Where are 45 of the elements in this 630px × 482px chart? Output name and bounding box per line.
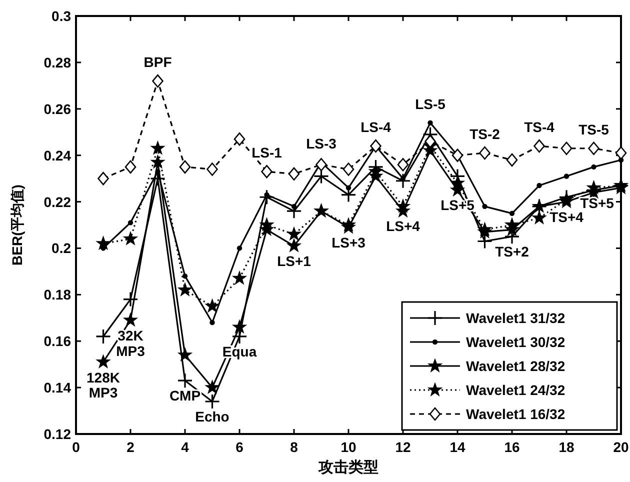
- x-tick-label: 18: [558, 439, 574, 455]
- legend-label: Wavelet1 24/32: [466, 382, 566, 398]
- annotation: LS-5: [415, 96, 446, 112]
- y-tick-label: 0.14: [44, 380, 72, 396]
- x-tick-label: 6: [236, 439, 244, 455]
- annotation: LS+1: [277, 252, 312, 269]
- y-axis-title: BER(平均值): [9, 184, 25, 266]
- annotation: TS-5: [578, 121, 610, 138]
- y-tick-label: 0.3: [52, 8, 72, 24]
- legend-label: Wavelet1 31/32: [466, 310, 566, 326]
- x-tick-label: 14: [450, 439, 466, 455]
- y-tick-label: 0.16: [44, 333, 72, 350]
- legend-label: Wavelet1 28/32: [466, 358, 566, 374]
- annotation: TS+5: [580, 194, 614, 211]
- x-axis-title: 攻击类型: [318, 459, 378, 476]
- annotation: LS-3: [306, 135, 337, 152]
- annotation: LS-4: [360, 119, 392, 136]
- legend-label: Wavelet1 30/32: [466, 334, 566, 350]
- x-tick-label: 10: [340, 439, 356, 455]
- y-tick-label: 0.18: [44, 286, 72, 303]
- annotation: BPF: [144, 54, 172, 70]
- y-tick-label: 0.2: [52, 240, 72, 256]
- annotation: CMP: [169, 388, 201, 404]
- y-tick-label: 0.22: [44, 194, 72, 210]
- annotation: LS+4: [386, 218, 420, 234]
- annotation: LS+3: [332, 234, 366, 250]
- x-tick-label: 8: [290, 439, 298, 455]
- annotation: TS-4: [524, 119, 555, 136]
- annotation: TS-2: [470, 126, 500, 142]
- x-tick-label: 0: [72, 439, 80, 455]
- x-tick-label: 20: [613, 439, 629, 455]
- annotation: 128K MP3: [86, 369, 120, 401]
- annotation: Echo: [195, 408, 230, 424]
- annotation: LS-1: [252, 144, 282, 161]
- y-tick-label: 0.12: [44, 426, 72, 442]
- annotation: TS+4: [550, 208, 584, 225]
- x-tick-label: 4: [181, 439, 190, 455]
- y-tick-label: 0.26: [44, 100, 72, 117]
- x-tick-label: 12: [395, 439, 411, 455]
- x-tick-label: 16: [504, 439, 520, 455]
- legend-label: Wavelet1 16/32: [466, 406, 566, 422]
- y-tick-label: 0.28: [44, 54, 72, 70]
- y-tick-label: 0.24: [44, 147, 72, 164]
- x-tick-label: 2: [126, 439, 135, 455]
- annotation: TS+2: [495, 244, 530, 260]
